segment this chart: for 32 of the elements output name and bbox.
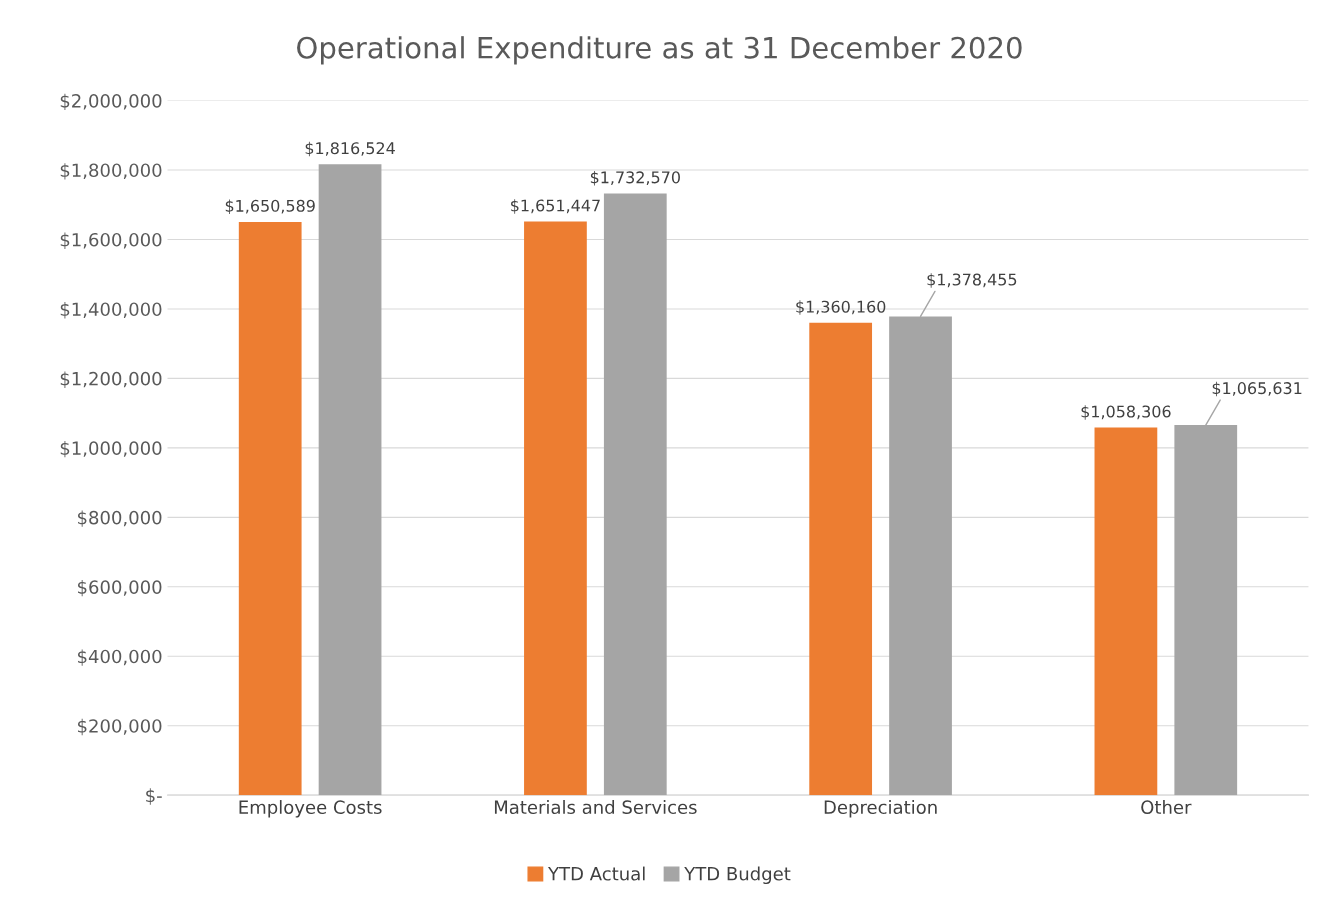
- data-label: $1,065,631: [1212, 381, 1302, 397]
- y-tick-label: $2,000,000: [60, 93, 162, 111]
- y-tick-label: $600,000: [78, 579, 162, 597]
- x-tick-label: Depreciation: [824, 800, 937, 818]
- y-tick-label: $1,400,000: [60, 302, 162, 319]
- y-tick-label: $400,000: [78, 649, 162, 666]
- y-tick-label: $1,200,000: [60, 371, 162, 388]
- y-tick-label: $200,000: [78, 718, 162, 736]
- data-label: $1,651,447: [511, 199, 600, 214]
- bar: [238, 221, 302, 796]
- legend-label: YTD Budget: [684, 866, 791, 885]
- y-tick-label: $1,600,000: [60, 232, 162, 249]
- bar: [1094, 427, 1158, 796]
- chart-title: Operational Expenditure as at 31 December 2020: [297, 36, 1022, 65]
- data-label: $1,816,524: [305, 141, 395, 157]
- data-label: $1,360,160: [796, 300, 886, 315]
- x-tick-label: Other: [1141, 800, 1192, 815]
- x-tick-label: Materials and Services: [494, 800, 697, 815]
- bar: [524, 221, 587, 796]
- legend-label: YTD Actual: [547, 866, 645, 881]
- data-label: $1,058,306: [1081, 405, 1171, 420]
- y-tick-label: $800,000: [78, 510, 162, 527]
- x-tick-label: Employee Costs: [239, 800, 382, 818]
- bar: [318, 164, 382, 796]
- y-tick-label: $-: [146, 788, 162, 805]
- y-tick-label: $1,800,000: [60, 163, 162, 180]
- bar: [809, 322, 873, 796]
- data-label: $1,378,455: [927, 273, 1017, 288]
- data-label: $1,650,589: [225, 199, 315, 214]
- y-tick-label: $1,000,000: [60, 441, 162, 458]
- bar: [603, 193, 667, 796]
- data-label: $1,732,570: [590, 171, 680, 186]
